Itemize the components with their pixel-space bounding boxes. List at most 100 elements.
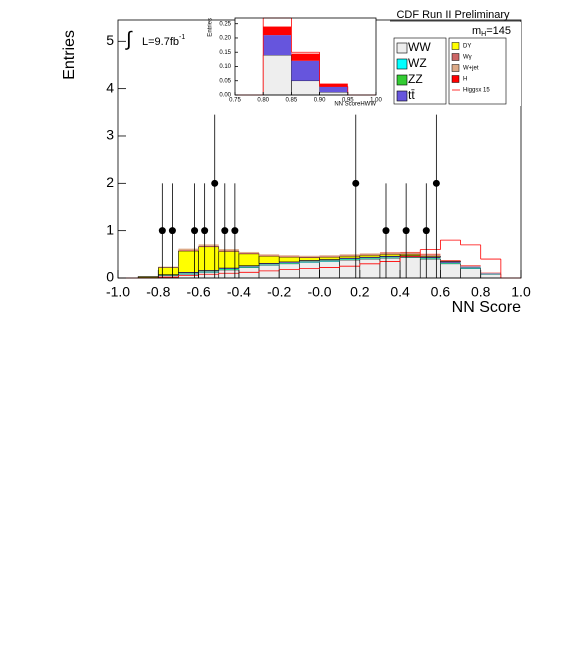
- x-tick-label: 0.8: [471, 284, 491, 300]
- hist-bar: [262, 54, 292, 96]
- hist-bar: [440, 261, 461, 263]
- hist-bar: [218, 250, 239, 252]
- hist-bar: [258, 264, 280, 279]
- y-axis-title: Entries: [208, 18, 214, 37]
- hist-bar: [198, 245, 219, 247]
- hist-bar: [218, 269, 240, 279]
- y-tick-label: 2: [106, 174, 114, 190]
- lumi-sup: -1: [179, 34, 185, 41]
- hist-bar: [259, 255, 280, 257]
- lumi-integral: ∫: [125, 28, 133, 50]
- hist-bar: [400, 255, 421, 257]
- legend-label: Higgsx 15: [463, 88, 490, 94]
- hist-bar: [319, 259, 340, 261]
- legend-swatch: [396, 42, 408, 54]
- hist-bar: [460, 266, 481, 268]
- data-point: [201, 227, 209, 235]
- data-point: [231, 227, 239, 235]
- data-point: [432, 179, 440, 187]
- legend-label: WZ: [408, 56, 427, 70]
- hist-bar: [379, 253, 401, 255]
- legend-label: W+jet: [463, 66, 479, 72]
- hist-bar: [259, 254, 280, 256]
- x-tick-label: -0.2: [267, 284, 291, 300]
- hist-bar: [259, 263, 280, 265]
- lumi-text: L=9.7fb: [142, 36, 179, 48]
- hist-bar: [299, 256, 320, 258]
- x-tick-label: -0.4: [227, 284, 251, 300]
- hist-bar: [379, 256, 401, 258]
- legend-swatch: [396, 58, 408, 70]
- signal-connector: [262, 18, 349, 95]
- hist-bar: [218, 251, 240, 269]
- data-point: [158, 227, 166, 235]
- hist-bar: [319, 86, 348, 93]
- hist-bar: [419, 255, 441, 258]
- legend-swatch: [396, 90, 408, 102]
- hist-bar: [299, 255, 320, 257]
- y-axis-title: Entries: [61, 30, 78, 80]
- x-tick-label: 0.75: [229, 98, 241, 104]
- x-tick-label: 0.4: [390, 284, 410, 300]
- y-tick-label: 0.20: [219, 36, 231, 42]
- data-point: [168, 227, 176, 235]
- legend-label: ZZ: [408, 72, 423, 86]
- hist-bar: [299, 257, 320, 261]
- data-point: [191, 227, 199, 235]
- legend-label: DY: [463, 44, 471, 50]
- hist-bar: [178, 248, 199, 251]
- x-tick-label: 1.00: [370, 98, 382, 104]
- legend-swatch: [396, 74, 408, 86]
- hist-bar: [379, 252, 401, 254]
- hist-bar: [339, 255, 360, 257]
- hist-bar: [279, 256, 300, 258]
- y-tick-label: 0.00: [219, 93, 231, 99]
- hist-bar: [263, 26, 292, 36]
- hist-bar: [198, 270, 219, 272]
- y-tick-label: 0.10: [219, 64, 231, 70]
- hist-bar: [339, 259, 361, 279]
- hist-bar: [299, 260, 320, 262]
- hist-bar: [178, 250, 199, 273]
- y-tick-label: 0: [106, 269, 114, 285]
- legend-label: tt̄: [408, 88, 415, 102]
- x-tick-label: -1.0: [106, 284, 130, 300]
- data-point: [402, 227, 410, 235]
- legend-swatch: [451, 64, 460, 72]
- axes-frame: [234, 17, 377, 96]
- y-tick-label: 1: [106, 221, 114, 237]
- hist-bar: [279, 255, 300, 257]
- data-point: [382, 227, 390, 235]
- x-tick-label: -0.0: [307, 284, 331, 300]
- y-tick-label: 0.15: [219, 50, 231, 56]
- mass-label: mH=145: [472, 25, 511, 38]
- hist-bar: [279, 261, 300, 263]
- mass-sub: H: [481, 31, 486, 38]
- hist-bar: [440, 263, 461, 279]
- mass-m: m: [472, 25, 481, 37]
- hist-bar: [460, 268, 481, 279]
- x-tick-label: 0.2: [350, 284, 370, 300]
- hist-bar: [319, 255, 340, 257]
- hist-bar: [178, 272, 199, 274]
- x-tick-label: 0.85: [286, 98, 298, 104]
- hist-bar: [319, 256, 340, 260]
- hist-bar: [238, 265, 260, 267]
- hist-bar: [359, 254, 381, 258]
- hist-bar: [339, 255, 361, 259]
- hist-bar: [400, 253, 421, 255]
- hist-bar: [319, 256, 340, 258]
- x-tick-label: 0.6: [431, 284, 451, 300]
- hist-bar: [420, 255, 441, 257]
- data-point: [211, 179, 219, 187]
- hist-bar: [178, 250, 199, 252]
- hist-bar: [339, 254, 360, 256]
- hist-bar: [198, 246, 220, 271]
- hist-bar: [319, 83, 348, 87]
- x-tick-label: 0.95: [342, 98, 354, 104]
- legend-label: Wγ: [463, 55, 472, 61]
- hist-bar: [399, 254, 421, 257]
- hist-bar: [218, 249, 239, 251]
- x-axis-title: NN Score: [452, 299, 521, 316]
- hist-bar: [359, 253, 380, 255]
